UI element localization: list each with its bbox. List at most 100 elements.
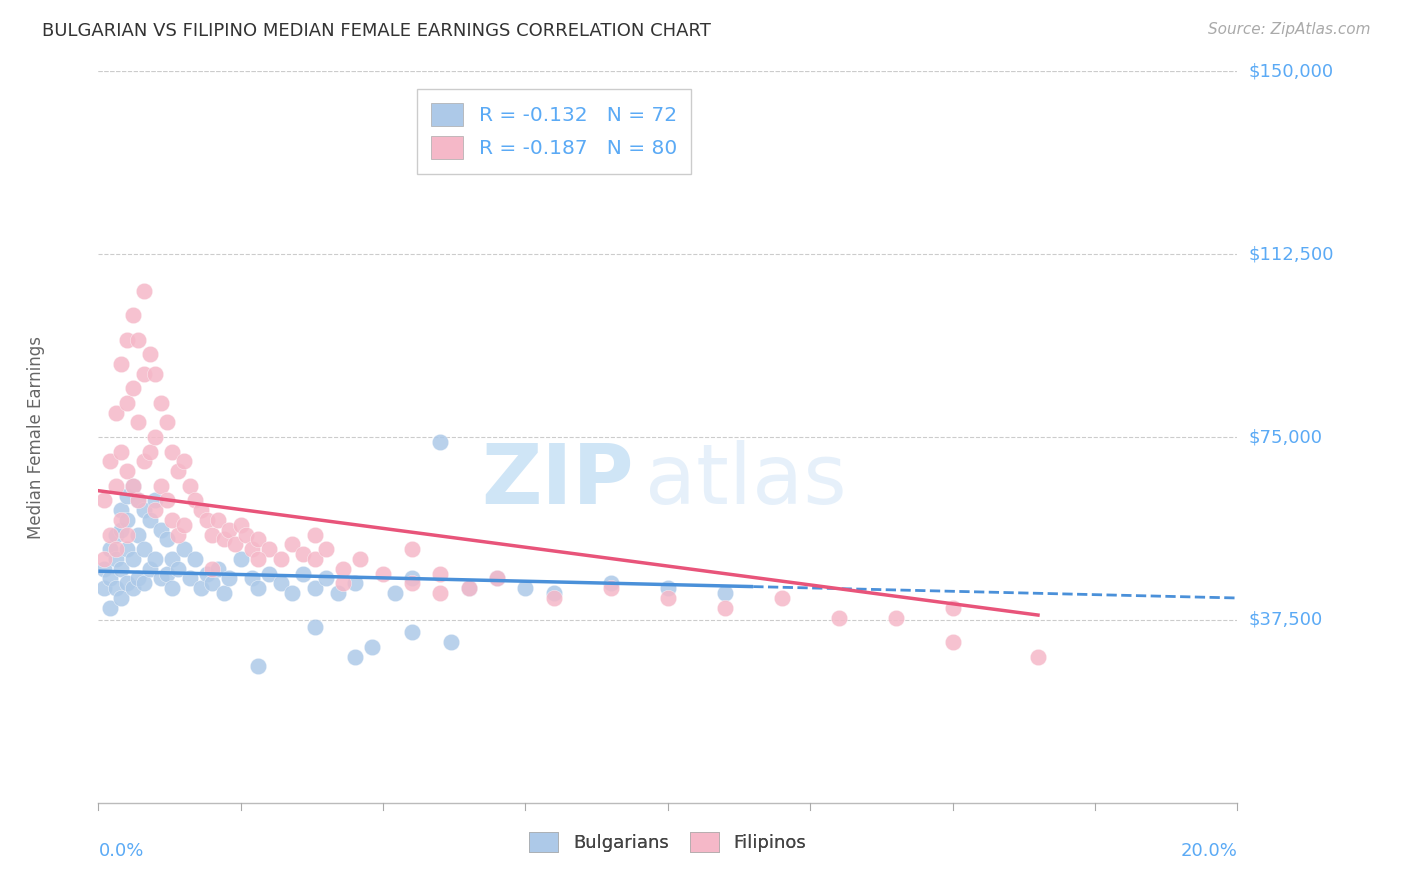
Point <box>179 479 201 493</box>
Point <box>292 547 315 561</box>
Point <box>150 396 173 410</box>
Point <box>115 527 138 541</box>
Point <box>93 581 115 595</box>
Point <box>110 503 132 517</box>
Point <box>167 464 190 478</box>
Point <box>942 600 965 615</box>
Point <box>121 552 143 566</box>
Point <box>173 517 195 532</box>
Point <box>132 503 155 517</box>
Point <box>156 493 179 508</box>
Point <box>167 562 190 576</box>
Point <box>714 600 737 615</box>
Point <box>162 513 184 527</box>
Point <box>360 640 382 654</box>
Point <box>121 479 143 493</box>
Point <box>138 444 160 458</box>
Point <box>145 503 167 517</box>
Point <box>429 566 451 581</box>
Point <box>110 562 132 576</box>
Point <box>332 576 354 591</box>
Point <box>657 591 679 605</box>
Point <box>207 513 229 527</box>
Point <box>127 493 149 508</box>
Point <box>235 527 257 541</box>
Point <box>401 576 423 591</box>
Point <box>156 566 179 581</box>
Point <box>150 523 173 537</box>
Point <box>304 527 326 541</box>
Point <box>304 620 326 634</box>
Point <box>179 572 201 586</box>
Text: $112,500: $112,500 <box>1249 245 1334 263</box>
Point <box>104 406 127 420</box>
Point <box>207 562 229 576</box>
Point <box>304 581 326 595</box>
Point <box>292 566 315 581</box>
Point <box>401 542 423 557</box>
Text: 0.0%: 0.0% <box>98 842 143 860</box>
Point <box>115 489 138 503</box>
Point <box>104 527 127 541</box>
Point <box>104 581 127 595</box>
Point <box>195 566 218 581</box>
Point <box>240 542 263 557</box>
Point <box>246 552 269 566</box>
Point <box>93 493 115 508</box>
Point <box>349 552 371 566</box>
Point <box>162 581 184 595</box>
Point <box>373 566 395 581</box>
Point <box>332 562 354 576</box>
Point <box>884 610 907 624</box>
Point <box>104 542 127 557</box>
Point <box>127 572 149 586</box>
Point <box>457 581 479 595</box>
Point <box>246 581 269 595</box>
Point <box>162 444 184 458</box>
Point <box>315 572 337 586</box>
Point <box>486 572 509 586</box>
Point <box>145 430 167 444</box>
Point <box>457 581 479 595</box>
Point <box>173 542 195 557</box>
Point <box>828 610 851 624</box>
Point <box>98 542 121 557</box>
Point <box>110 357 132 371</box>
Legend: Bulgarians, Filipinos: Bulgarians, Filipinos <box>522 824 814 860</box>
Point <box>115 396 138 410</box>
Point <box>201 527 224 541</box>
Point <box>600 576 623 591</box>
Point <box>104 552 127 566</box>
Point <box>270 552 292 566</box>
Point <box>162 552 184 566</box>
Point <box>115 542 138 557</box>
Point <box>127 527 149 541</box>
Point <box>315 542 337 557</box>
Text: Source: ZipAtlas.com: Source: ZipAtlas.com <box>1208 22 1371 37</box>
Point <box>138 347 160 361</box>
Point <box>600 581 623 595</box>
Point <box>127 333 149 347</box>
Point <box>110 444 132 458</box>
Point <box>150 572 173 586</box>
Point <box>132 542 155 557</box>
Point <box>138 513 160 527</box>
Point <box>770 591 793 605</box>
Point <box>401 625 423 640</box>
Point <box>229 552 252 566</box>
Point <box>93 562 115 576</box>
Point <box>714 586 737 600</box>
Point <box>127 416 149 430</box>
Point <box>486 572 509 586</box>
Point <box>145 367 167 381</box>
Point <box>156 533 179 547</box>
Point <box>201 562 224 576</box>
Point <box>121 308 143 322</box>
Point <box>429 586 451 600</box>
Point <box>190 581 212 595</box>
Text: $150,000: $150,000 <box>1249 62 1333 80</box>
Text: ZIP: ZIP <box>481 441 634 522</box>
Point <box>401 572 423 586</box>
Point <box>259 566 281 581</box>
Point <box>132 367 155 381</box>
